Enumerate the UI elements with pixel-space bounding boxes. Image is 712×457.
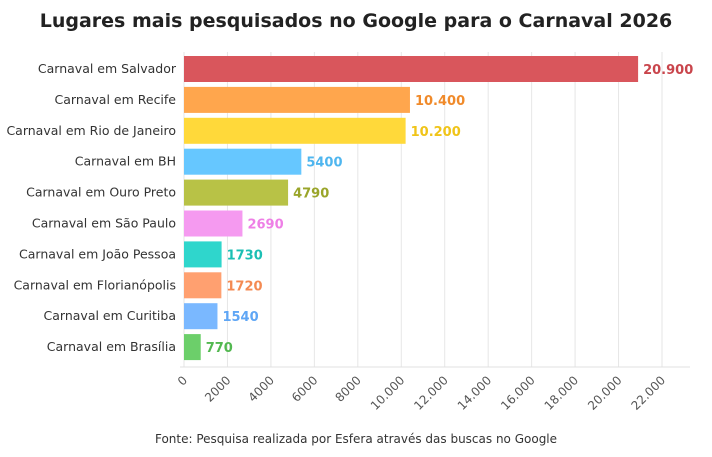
x-tick-label: 12.000 xyxy=(411,373,451,413)
chart-title: Lugares mais pesquisados no Google para … xyxy=(39,10,673,32)
x-tick-label: 8000 xyxy=(332,373,363,404)
data-label: 1540 xyxy=(222,310,258,325)
bar xyxy=(184,241,222,268)
bar xyxy=(184,148,302,175)
category-label: Carnaval em BH xyxy=(75,154,176,169)
data-label: 20.900 xyxy=(643,63,693,78)
x-tick-label: 16.000 xyxy=(498,373,538,413)
x-tick-label: 0 xyxy=(175,373,190,388)
x-tick-label: 20.000 xyxy=(585,373,625,413)
data-label: 1730 xyxy=(227,248,263,263)
data-label: 2690 xyxy=(247,218,283,233)
category-label: Carnaval em Salvador xyxy=(38,61,177,76)
data-label: 5400 xyxy=(306,156,342,171)
bar xyxy=(184,117,406,144)
bar xyxy=(184,86,410,113)
bar xyxy=(184,272,222,299)
category-label: Carnaval em Brasília xyxy=(47,339,176,354)
x-tick-label: 2000 xyxy=(202,373,233,404)
data-label: 1720 xyxy=(226,279,262,294)
x-tick-label: 22.000 xyxy=(629,373,669,413)
data-label: 10.200 xyxy=(411,125,461,140)
category-label: Carnaval em Florianópolis xyxy=(14,277,176,292)
data-label: 4790 xyxy=(293,187,329,202)
data-label: 770 xyxy=(206,341,233,356)
bar xyxy=(184,303,218,330)
category-label: Carnaval em São Paulo xyxy=(32,216,176,231)
category-label: Carnaval em Rio de Janeiro xyxy=(6,123,176,138)
chart-source: Fonte: Pesquisa realizada por Esfera atr… xyxy=(154,432,558,446)
category-label: Carnaval em Recife xyxy=(55,92,177,107)
x-tick-label: 4000 xyxy=(246,373,277,404)
x-tick-label: 14.000 xyxy=(455,373,495,413)
bar xyxy=(184,334,201,361)
data-label: 10.400 xyxy=(415,94,465,109)
bar xyxy=(184,210,243,237)
bar xyxy=(184,179,289,206)
x-tick-label: 10.000 xyxy=(368,373,408,413)
bar xyxy=(184,56,639,82)
bar-chart: 0 2000 4000 6000 8000 10.000 12.000 14.000 16.00… xyxy=(6,52,693,413)
category-label: Carnaval em João Pessoa xyxy=(19,246,176,261)
category-label: Carnaval em Curitiba xyxy=(44,308,176,323)
x-tick-label: 18.000 xyxy=(542,373,582,413)
x-tick-label: 6000 xyxy=(289,373,320,404)
category-label: Carnaval em Ouro Preto xyxy=(26,185,176,200)
